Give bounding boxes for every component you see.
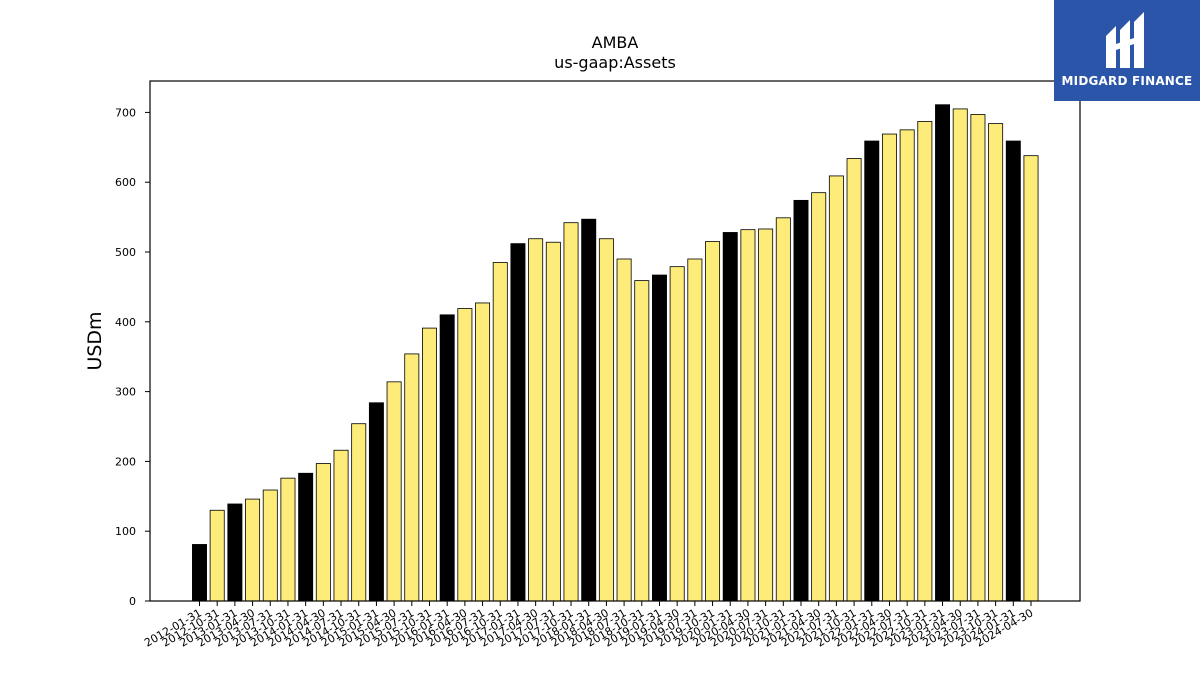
chart-title: AMBA [592, 33, 639, 52]
bar-2012-10-31 [209, 509, 225, 602]
y-tick-label: 0 [129, 595, 136, 608]
logo-text: MIDGARD FINANCE [1061, 74, 1193, 88]
bar-2015-07-31 [404, 353, 420, 602]
bar-2019-07-31 [687, 258, 703, 602]
bar-2014-10-31 [351, 423, 367, 602]
y-axis-ticks: 0 100 200 300 400 500 600 700 [115, 106, 150, 608]
bar-2020-10-31 [775, 217, 791, 602]
bar-2019-01-31 [652, 274, 667, 602]
bar-2018-10-31 [634, 280, 650, 602]
bar-2024-04-30 [1023, 155, 1039, 602]
bar-2018-01-31 [581, 218, 597, 602]
bar-2013-04-30 [245, 498, 261, 602]
y-tick-label: 700 [115, 106, 136, 119]
bar-2014-04-30 [315, 463, 331, 602]
bar-2017-01-31 [510, 243, 526, 602]
x-axis-ticks: 2012-01-312012-10-312013-01-312013-04-30… [142, 601, 1036, 650]
bar-2012-01-31 [192, 544, 207, 602]
bar-2013-10-31 [280, 477, 296, 602]
bar-2016-01-31 [439, 314, 455, 602]
bar-2018-07-31 [616, 258, 632, 602]
bar-2020-01-31 [722, 232, 738, 602]
bar-2017-07-31 [545, 241, 561, 602]
bar-2015-10-31 [422, 327, 437, 602]
y-tick-label: 600 [115, 176, 136, 189]
y-tick-label: 200 [115, 455, 136, 468]
bar-2019-10-31 [705, 241, 721, 602]
bar-2021-04-30 [811, 192, 827, 602]
bar-2021-07-31 [828, 175, 844, 602]
y-tick-label: 300 [115, 386, 136, 399]
bar-2018-04-30 [598, 238, 614, 602]
bar-2021-01-31 [793, 199, 809, 602]
bar-2022-01-31 [864, 140, 880, 602]
bar-2022-10-31 [917, 121, 933, 602]
bar-2022-04-30 [881, 133, 897, 602]
midgard-logo-icon [1106, 12, 1144, 68]
bar-2022-07-31 [899, 129, 915, 602]
bar-2015-04-30 [386, 381, 402, 602]
y-tick-label: 500 [115, 246, 136, 259]
bar-2013-07-31 [262, 489, 278, 602]
bar-2016-07-31 [475, 302, 491, 602]
y-tick-label: 400 [115, 316, 136, 329]
bar-2023-07-31 [970, 114, 986, 602]
chart-subtitle: us-gaap:Assets [554, 53, 676, 72]
bar-2015-01-31 [368, 402, 384, 602]
bar-2024-01-31 [1005, 140, 1021, 602]
bar-2020-04-30 [740, 229, 756, 602]
bar-2023-01-31 [935, 104, 951, 602]
bar-2021-10-31 [846, 158, 862, 602]
bars-group [192, 104, 1039, 602]
y-tick-label: 100 [115, 525, 136, 538]
bar-2013-01-31 [227, 503, 243, 602]
bar-2023-10-31 [988, 123, 1004, 602]
bar-2016-10-31 [492, 262, 508, 602]
bar-2016-04-30 [457, 308, 473, 602]
plot-frame [149, 80, 1081, 602]
y-axis-label: USDm [84, 311, 106, 370]
brand-logo: MIDGARD FINANCE [1054, 0, 1200, 101]
bar-2014-07-31 [333, 449, 349, 602]
bar-2020-07-31 [758, 228, 774, 602]
bar-2014-01-31 [298, 472, 314, 602]
bar-2023-04-30 [952, 108, 968, 602]
bar-2017-10-31 [563, 222, 579, 602]
bar-2019-04-30 [669, 266, 685, 602]
bar-2017-04-30 [528, 238, 544, 602]
